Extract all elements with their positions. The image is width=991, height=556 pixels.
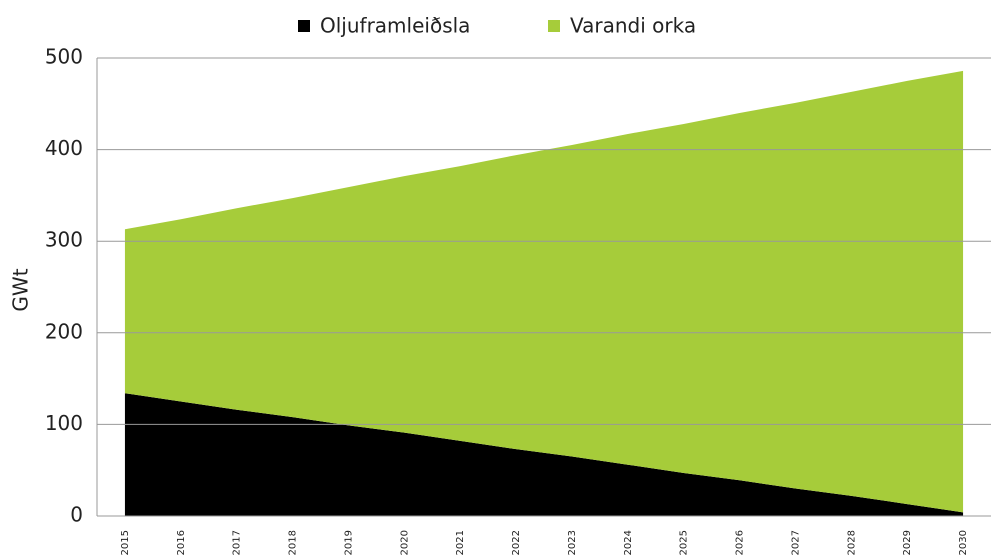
x-tick-label: 2026 <box>735 530 746 555</box>
legend-label: Varandi orka <box>570 14 696 38</box>
y-tick-label: 100 <box>45 411 83 435</box>
y-tick-label: 400 <box>45 136 83 160</box>
x-tick-label: 2030 <box>958 530 969 555</box>
x-tick-label: 2018 <box>288 530 299 555</box>
legend-swatch <box>548 20 560 32</box>
x-tick-label: 2024 <box>623 530 634 555</box>
area <box>124 70 964 513</box>
x-tick-label: 2029 <box>902 530 913 555</box>
x-tick-label: 2025 <box>679 530 690 555</box>
y-tick-label: 0 <box>70 503 83 527</box>
legend-swatch <box>298 20 310 32</box>
x-tick-label: 2022 <box>511 530 522 555</box>
areas <box>124 70 964 516</box>
y-tick-label: 200 <box>45 319 83 343</box>
x-tick-label: 2020 <box>399 530 410 555</box>
legend-label: Oljuframleiðsla <box>320 14 470 38</box>
x-tick-label: 2015 <box>120 530 131 555</box>
y-tick-label: 300 <box>45 228 83 252</box>
y-axis-label: GWt <box>9 268 33 311</box>
x-tick-label: 2023 <box>567 530 578 555</box>
x-tick-label: 2019 <box>343 530 354 555</box>
x-tick-label: 2027 <box>790 530 801 555</box>
x-tick-label: 2028 <box>846 530 857 555</box>
x-tick-label: 2017 <box>232 530 243 555</box>
x-tick-label: 2016 <box>176 530 187 555</box>
y-tick-label: 500 <box>45 45 83 69</box>
x-tick-label: 2021 <box>455 530 466 555</box>
